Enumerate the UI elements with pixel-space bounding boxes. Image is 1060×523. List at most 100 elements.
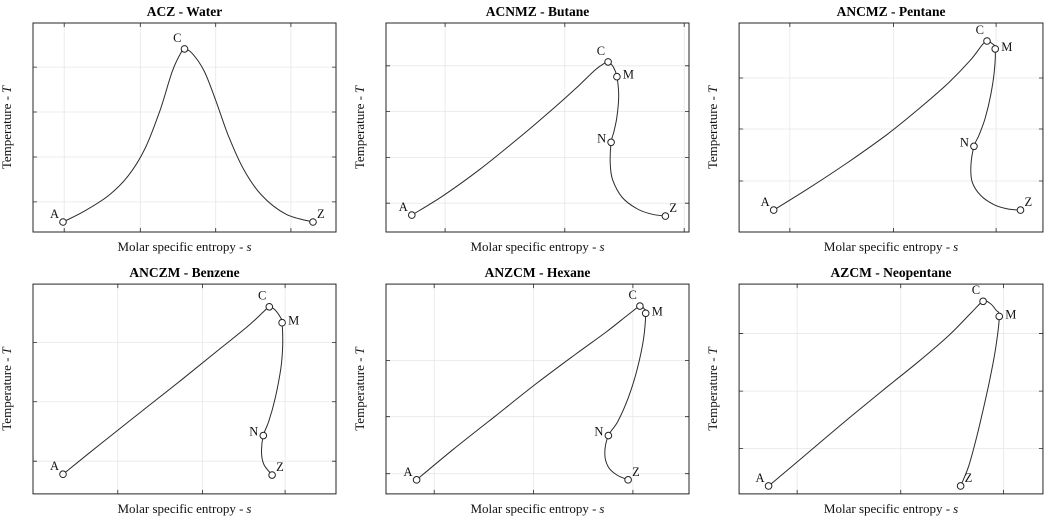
point-marker-C (979, 297, 987, 306)
subplot-anzcm-hexane: A C M N Z ANZCM - Hexane Molar specific entr… (353, 261, 706, 523)
point-marker-M (995, 312, 1004, 321)
point-label-N: N (597, 131, 606, 145)
point-marker-Z (268, 471, 276, 479)
y-axis-label: Temperature -T (353, 346, 367, 430)
water-ts-plot: A C Z ACZ - Water Molar specific entropy -… (0, 4, 337, 254)
grid-lines (33, 23, 336, 232)
plot-title: ANCZM - Benzene (129, 265, 239, 280)
y-axis-label: Temperature -T (0, 346, 14, 430)
x-axis-label: Molar specific entropy -s (470, 239, 604, 254)
saturation-curve (416, 305, 647, 481)
butane-ts-plot: A C M N Z ACNMZ - Butane Molar specific entr… (353, 4, 690, 254)
axes-frame (738, 22, 1044, 233)
saturation-curve (62, 306, 284, 476)
pentane-ts-plot: A C M N Z ANCMZ - Pentane Molar specific ent… (706, 4, 1044, 254)
point-label-C: C (629, 288, 637, 302)
neopentane-ts-plot: A C M Z AZCM - Neopentane Molar specific en… (706, 265, 1044, 516)
axes-frame (738, 283, 1044, 495)
point-marker-Z (309, 218, 317, 226)
point-label-M: M (652, 304, 663, 318)
point-marker-C (180, 45, 189, 53)
point-marker-C (983, 37, 991, 45)
point-label-Z: Z (1024, 195, 1032, 209)
grid-lines (739, 284, 1043, 494)
point-marker-N (259, 431, 268, 440)
subplot-acnmz-butane: A C M N Z ACNMZ - Butane Molar specific entr… (353, 0, 706, 261)
tick-marks (386, 23, 689, 232)
point-marker-A (59, 470, 67, 479)
axes-frame (385, 283, 690, 495)
point-label-N: N (249, 425, 258, 439)
axes: A C Z (32, 22, 337, 233)
point-label-N: N (594, 425, 603, 439)
saturation-curve (62, 48, 314, 223)
plot-title: ANZCM - Hexane (485, 265, 591, 280)
point-marker-A (764, 482, 773, 490)
point-marker-C (636, 302, 644, 310)
subplot-ancmz-pentane: A C M N Z ANCMZ - Pentane Molar specific ent… (706, 0, 1060, 261)
point-label-Z: Z (965, 471, 973, 485)
saturation-curve (411, 61, 666, 217)
point-marker-A (59, 218, 67, 226)
y-axis-label: Temperature -T (0, 85, 14, 169)
plot-title: AZCM - Neopentane (831, 265, 952, 280)
point-marker-Z (1016, 206, 1025, 214)
tick-marks (386, 284, 689, 494)
point-label-A: A (761, 195, 770, 209)
point-label-Z: Z (276, 460, 284, 474)
saturation-curve (773, 40, 1021, 211)
hexane-ts-plot: A C M N Z ANZCM - Hexane Molar specific entr… (353, 265, 690, 516)
subplot-acz-water: A C Z ACZ - Water Molar specific entropy -… (0, 0, 353, 261)
subplot-anczm-benzene: A C M N Z ANCZM - Benzene Molar specific ent… (0, 261, 353, 523)
axes: A C M N Z (32, 283, 337, 495)
point-label-M: M (1005, 307, 1016, 321)
grid-lines (739, 23, 1043, 232)
point-label-C: C (976, 23, 984, 37)
x-axis-label: Molar specific entropy -s (118, 501, 252, 516)
point-marker-N (970, 142, 978, 151)
point-label-C: C (972, 283, 980, 297)
point-marker-A (769, 206, 778, 214)
axes: A C M N Z (738, 22, 1044, 233)
axes-frame (32, 22, 337, 233)
plot-title: ACNMZ - Butane (486, 4, 590, 19)
point-marker-C (604, 58, 612, 66)
point-marker-M (613, 72, 621, 81)
point-marker-C (265, 302, 274, 311)
x-axis-label: Molar specific entropy -s (471, 501, 605, 516)
subplot-azcm-neopentane: A C M Z AZCM - Neopentane Molar specific en… (706, 261, 1060, 523)
point-marker-N (604, 431, 613, 440)
point-label-Z: Z (669, 201, 677, 215)
point-label-C: C (597, 44, 605, 58)
point-marker-M (991, 45, 1000, 53)
point-marker-M (641, 309, 650, 318)
point-marker-A (412, 476, 421, 484)
point-label-C: C (258, 289, 266, 303)
y-axis-label: Temperature -T (353, 85, 367, 169)
point-label-A: A (50, 459, 59, 473)
x-axis-label: Molar specific entropy -s (824, 239, 958, 254)
point-label-A: A (50, 207, 59, 221)
axes: A C M N Z (385, 283, 690, 495)
point-label-Z: Z (632, 465, 640, 479)
point-marker-Z (661, 212, 670, 220)
axes: A C M N Z (385, 22, 690, 233)
point-label-A: A (404, 465, 413, 479)
tick-marks (739, 284, 1043, 494)
tick-marks (33, 284, 336, 494)
x-axis-label: Molar specific entropy -s (824, 501, 958, 516)
point-label-M: M (1001, 40, 1012, 54)
grid-lines (386, 284, 689, 494)
grid-lines (386, 23, 689, 232)
axes-frame (32, 283, 337, 495)
y-axis-label: Temperature -T (706, 345, 720, 430)
saturation-curve (768, 300, 1000, 487)
point-label-M: M (623, 68, 634, 82)
tick-marks (33, 23, 336, 232)
point-marker-Z (956, 482, 965, 490)
point-marker-Z (624, 476, 632, 484)
plot-title: ANCMZ - Pentane (837, 4, 946, 19)
point-label-N: N (960, 135, 969, 149)
benzene-ts-plot: A C M N Z ANCZM - Benzene Molar specific ent… (0, 265, 337, 516)
plot-title: ACZ - Water (147, 4, 223, 19)
